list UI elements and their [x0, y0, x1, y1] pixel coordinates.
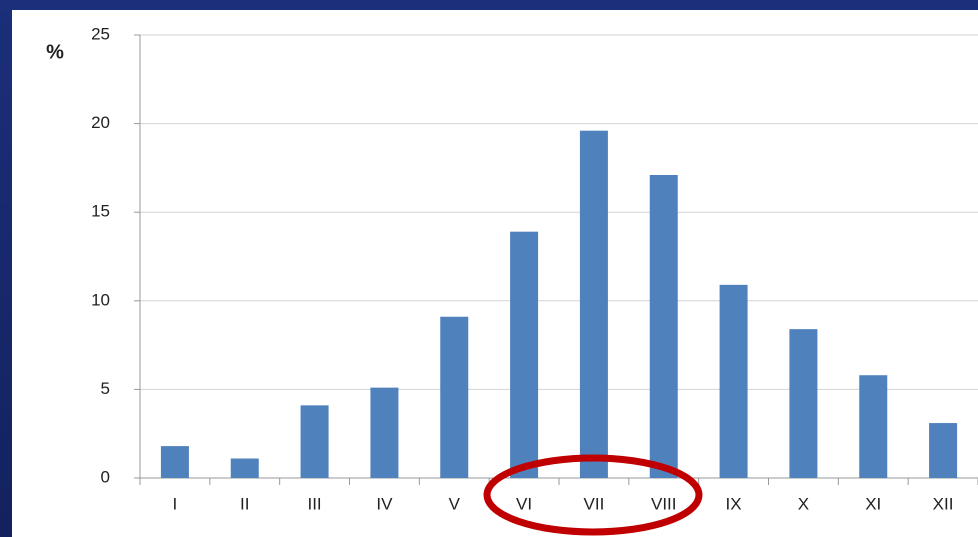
bar [230, 458, 259, 478]
x-tick-label: VI [516, 494, 532, 513]
bar [789, 329, 818, 478]
y-axis-label: % [46, 41, 64, 63]
bar [370, 387, 399, 478]
highlight-ellipse [483, 454, 703, 536]
y-tick-label: 15 [91, 202, 110, 221]
x-tick-label: IX [726, 494, 742, 513]
bar [440, 316, 469, 478]
x-tick-label: VII [584, 494, 605, 513]
x-tick-label: XI [865, 494, 881, 513]
bar [579, 130, 608, 479]
y-tick-label: 10 [91, 290, 110, 309]
y-tick-label: 20 [91, 113, 110, 132]
bar [510, 231, 539, 478]
x-tick-label: X [798, 494, 809, 513]
bar [859, 375, 888, 478]
x-tick-label: I [173, 494, 178, 513]
x-tick-label: III [307, 494, 321, 513]
bar [719, 284, 748, 478]
bar [300, 405, 329, 478]
bar [160, 446, 189, 478]
x-tick-label: IV [376, 494, 393, 513]
x-tick-label: II [240, 494, 249, 513]
bar [929, 423, 958, 478]
plot-panel [12, 10, 978, 537]
x-tick-label: XII [933, 494, 954, 513]
x-tick-label: V [449, 494, 461, 513]
y-tick-label: 25 [91, 24, 110, 43]
x-tick-label: VIII [651, 494, 677, 513]
bar [649, 174, 678, 478]
y-tick-label: 0 [101, 467, 110, 486]
y-tick-label: 5 [101, 379, 110, 398]
